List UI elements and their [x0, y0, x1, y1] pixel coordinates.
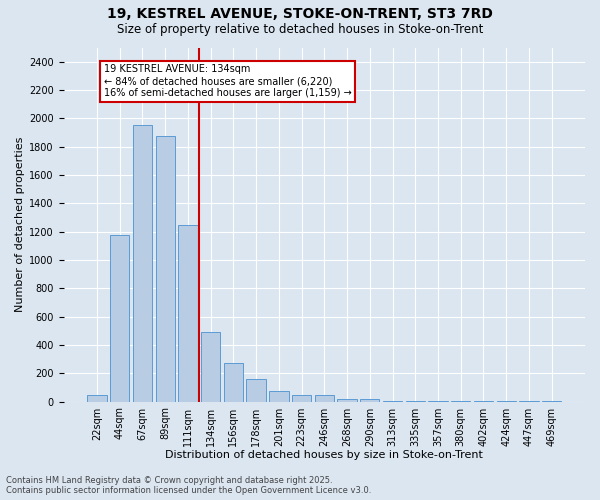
Text: Contains HM Land Registry data © Crown copyright and database right 2025.
Contai: Contains HM Land Registry data © Crown c…: [6, 476, 371, 495]
Bar: [428, 401, 448, 402]
Bar: [201, 332, 220, 402]
Bar: [337, 399, 357, 402]
Text: 19, KESTREL AVENUE, STOKE-ON-TRENT, ST3 7RD: 19, KESTREL AVENUE, STOKE-ON-TRENT, ST3 …: [107, 8, 493, 22]
Bar: [178, 224, 197, 402]
Bar: [224, 364, 243, 402]
Y-axis label: Number of detached properties: Number of detached properties: [15, 137, 25, 312]
Bar: [88, 394, 107, 402]
Bar: [247, 379, 266, 402]
Bar: [269, 391, 289, 402]
Bar: [110, 235, 130, 402]
Bar: [406, 401, 425, 402]
Bar: [292, 394, 311, 402]
X-axis label: Distribution of detached houses by size in Stoke-on-Trent: Distribution of detached houses by size …: [166, 450, 483, 460]
Text: Size of property relative to detached houses in Stoke-on-Trent: Size of property relative to detached ho…: [117, 22, 483, 36]
Bar: [360, 399, 379, 402]
Text: 19 KESTREL AVENUE: 134sqm
← 84% of detached houses are smaller (6,220)
16% of se: 19 KESTREL AVENUE: 134sqm ← 84% of detac…: [104, 64, 352, 98]
Bar: [383, 401, 402, 402]
Bar: [133, 126, 152, 402]
Bar: [155, 136, 175, 402]
Bar: [314, 395, 334, 402]
